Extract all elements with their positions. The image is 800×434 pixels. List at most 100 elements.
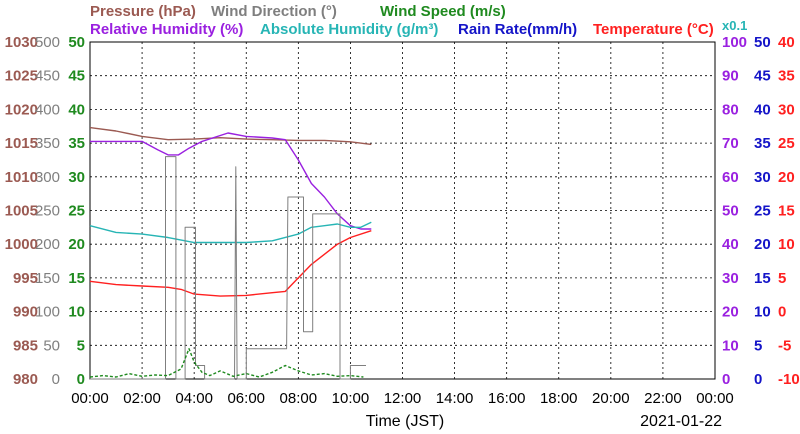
- legend-rain-rate: Rain Rate(mm/h): [458, 21, 577, 38]
- y-tick-label-wind-dir: 100: [35, 304, 60, 321]
- legend-wind-speed: Wind Speed (m/s): [380, 3, 506, 20]
- y-tick-label-rel-hum: 0: [722, 371, 730, 388]
- y-tick-label-wind-speed: 15: [68, 270, 85, 287]
- y-tick-label-rel-hum: 50: [722, 203, 739, 220]
- y-tick-label-temp: 15: [778, 203, 795, 220]
- series-wind-speed: [89, 348, 364, 378]
- y-tick-label-pressure: 980: [13, 371, 38, 388]
- y-tick-label-pressure: 995: [13, 270, 38, 287]
- x-tick-label: 18:00: [540, 390, 578, 407]
- x-tick-label: 16:00: [488, 390, 526, 407]
- y-tick-label-wind-dir: 350: [35, 135, 60, 152]
- y-tick-label-wind-speed: 20: [68, 236, 85, 253]
- y-tick-label-wind-dir: 0: [52, 371, 60, 388]
- y-tick-label-temp: 20: [778, 169, 795, 186]
- y-tick-label-temp: -5: [778, 337, 791, 354]
- y-tick-label-pressure: 990: [13, 304, 38, 321]
- x-tick-label: 08:00: [280, 390, 318, 407]
- x-tick-label: 04:00: [175, 390, 213, 407]
- series-layer: [89, 126, 372, 380]
- y-tick-label-wind-speed: 25: [68, 203, 85, 220]
- y-tick-label-wind-speed: 0: [77, 371, 85, 388]
- x-tick-label: 12:00: [384, 390, 422, 407]
- y-tick-label-rain: 30: [754, 169, 771, 186]
- y-tick-label-wind-speed: 45: [68, 68, 85, 85]
- plot-frame: [89, 41, 716, 380]
- y-tick-label-temp: 35: [778, 68, 795, 85]
- legend-relative-humidity: Relative Humidity (%): [90, 21, 243, 38]
- legend-wind-direction: Wind Direction (°): [211, 3, 337, 20]
- y-tick-label-rel-hum: 30: [722, 270, 739, 287]
- y-tick-label-rel-hum: 80: [722, 101, 739, 118]
- series-wind-dir: [90, 156, 366, 380]
- legend-absolute-humidity: Absolute Humidity (g/m³): [260, 21, 438, 38]
- y-tick-label-rain: 45: [754, 68, 771, 85]
- x-tick-label: 14:00: [436, 390, 474, 407]
- y-tick-label-temp: 40: [778, 34, 795, 51]
- y-tick-label-wind-speed: 10: [68, 304, 85, 321]
- x-tick-label: 10:00: [332, 390, 370, 407]
- y-tick-label-rain: 25: [754, 203, 771, 220]
- y-tick-label-pressure: 1010: [5, 169, 38, 186]
- y-tick-label-wind-dir: 300: [35, 169, 60, 186]
- y-tick-label-rel-hum: 60: [722, 169, 739, 186]
- y-tick-label-rain: 40: [754, 101, 771, 118]
- tick-labels: 00:00 02:00 04:00 06:00 08:00 10:00 12:00 14:00…: [5, 34, 800, 407]
- series-abs-hum: [89, 221, 372, 244]
- y-tick-label-rel-hum: 90: [722, 68, 739, 85]
- y-tick-label-wind-dir: 500: [35, 34, 60, 51]
- y-tick-label-rain: 50: [754, 34, 771, 51]
- legend-temperature: Temperature (°C): [593, 21, 714, 38]
- y-tick-label-pressure: 1015: [5, 135, 38, 152]
- y-tick-label-rel-hum: 20: [722, 304, 739, 321]
- y-tick-label-rain: 15: [754, 270, 771, 287]
- series-pressure: [89, 126, 372, 146]
- y-tick-label-pressure: 985: [13, 337, 38, 354]
- y-tick-label-pressure: 1025: [5, 68, 38, 85]
- y-tick-label-wind-speed: 35: [68, 135, 85, 152]
- y-tick-label-rain: 5: [754, 337, 762, 354]
- y-tick-label-temp: -10: [778, 371, 800, 388]
- x-tick-label: 06:00: [227, 390, 265, 407]
- y-tick-label-pressure: 1000: [5, 236, 38, 253]
- series-temp: [89, 230, 372, 297]
- y-tick-label-rain: 0: [754, 371, 762, 388]
- y-tick-label-wind-dir: 450: [35, 68, 60, 85]
- y-tick-label-wind-dir: 150: [35, 270, 60, 287]
- y-tick-label-pressure: 1030: [5, 34, 38, 51]
- legend-abs-humidity-scale: x0.1: [722, 18, 747, 33]
- y-tick-label-wind-dir: 50: [43, 337, 60, 354]
- y-tick-label-wind-speed: 40: [68, 101, 85, 118]
- y-tick-label-temp: 30: [778, 101, 795, 118]
- y-tick-label-temp: 25: [778, 135, 795, 152]
- y-tick-label-pressure: 1020: [5, 101, 38, 118]
- y-tick-label-rel-hum: 40: [722, 236, 739, 253]
- y-tick-label-rel-hum: 70: [722, 135, 739, 152]
- y-tick-label-temp: 5: [778, 270, 786, 287]
- y-tick-label-wind-speed: 50: [68, 34, 85, 51]
- x-tick-label: 20:00: [592, 390, 630, 407]
- legend-pressure: Pressure (hPa): [90, 3, 196, 20]
- y-tick-label-rel-hum: 100: [722, 34, 747, 51]
- y-tick-label-rel-hum: 10: [722, 337, 739, 354]
- y-tick-label-wind-dir: 250: [35, 203, 60, 220]
- x-tick-label: 00:00: [696, 390, 734, 407]
- x-axis-label: Time (JST): [366, 413, 445, 430]
- y-tick-label-wind-dir: 400: [35, 101, 60, 118]
- y-tick-label-rain: 20: [754, 236, 771, 253]
- y-tick-label-rain: 10: [754, 304, 771, 321]
- y-tick-label-wind-speed: 5: [77, 337, 85, 354]
- y-tick-label-wind-speed: 30: [68, 169, 85, 186]
- x-tick-label: 22:00: [644, 390, 682, 407]
- y-tick-label-temp: 0: [778, 304, 786, 321]
- x-tick-label: 02:00: [123, 390, 161, 407]
- x-tick-label: 00:00: [71, 390, 109, 407]
- y-tick-label-rain: 35: [754, 135, 771, 152]
- chart-date: 2021-01-22: [640, 413, 722, 430]
- grid-lines: [90, 42, 715, 379]
- y-tick-label-pressure: 1005: [5, 203, 38, 220]
- y-tick-label-temp: 10: [778, 236, 795, 253]
- y-tick-label-wind-dir: 200: [35, 236, 60, 253]
